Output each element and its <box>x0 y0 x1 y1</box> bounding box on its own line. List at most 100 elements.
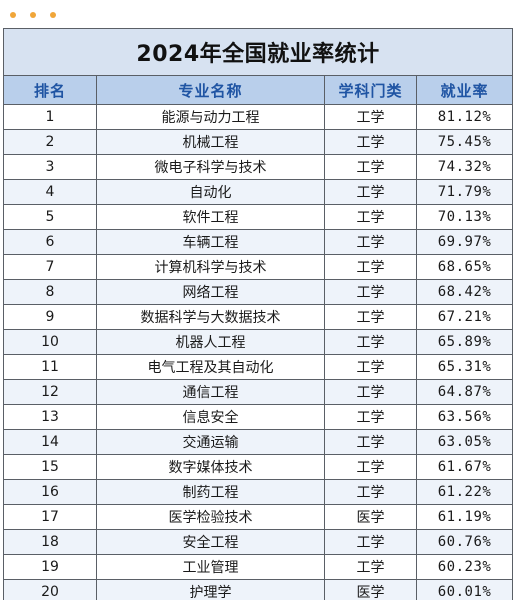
cell-rate: 65.89% <box>415 329 514 355</box>
cell-rank: 5 <box>3 204 97 230</box>
cell-category: 工学 <box>324 204 417 230</box>
cell-category: 工学 <box>324 304 417 330</box>
cell-category: 医学 <box>324 579 417 600</box>
employment-rate-table: 2024年全国就业率统计 排名 专业名称 学科门类 就业率 1 能源与动力工程 工学… <box>2 28 514 600</box>
cell-rate: 60.76% <box>415 529 514 555</box>
cell-rank: 14 <box>3 429 97 455</box>
cell-major: 自动化 <box>96 179 325 205</box>
cell-rate: 69.97% <box>415 229 514 255</box>
cell-major: 数据科学与大数据技术 <box>96 304 325 330</box>
cell-rate: 67.21% <box>415 304 514 330</box>
cell-rank: 15 <box>3 454 97 480</box>
cell-rate: 71.79% <box>415 179 514 205</box>
cell-category: 工学 <box>324 179 417 205</box>
dot-icon <box>10 12 16 18</box>
cell-rank: 19 <box>3 554 97 580</box>
cell-category: 工学 <box>324 379 417 405</box>
cell-rank: 11 <box>3 354 97 380</box>
cell-category: 工学 <box>324 104 417 130</box>
cell-major: 电气工程及其自动化 <box>96 354 325 380</box>
table-row: 14 交通运输 工学 63.05% <box>3 429 514 455</box>
cell-category: 工学 <box>324 279 417 305</box>
cell-major: 工业管理 <box>96 554 325 580</box>
cell-category: 工学 <box>324 229 417 255</box>
table-row: 18 安全工程 工学 60.76% <box>3 529 514 555</box>
cell-major: 软件工程 <box>96 204 325 230</box>
table-row: 10 机器人工程 工学 65.89% <box>3 329 514 355</box>
cell-rank: 8 <box>3 279 97 305</box>
cell-rate: 70.13% <box>415 204 514 230</box>
table-title: 2024年全国就业率统计 <box>2 28 514 76</box>
cell-major: 机器人工程 <box>96 329 325 355</box>
cell-rate: 64.87% <box>415 379 514 405</box>
cell-category: 工学 <box>324 329 417 355</box>
cell-major: 微电子科学与技术 <box>96 154 325 180</box>
cell-rank: 12 <box>3 379 97 405</box>
header-category: 学科门类 <box>324 75 417 105</box>
table-row: 5 软件工程 工学 70.13% <box>3 204 514 230</box>
cell-rank: 13 <box>3 404 97 430</box>
table-row: 15 数字媒体技术 工学 61.67% <box>3 454 514 480</box>
cell-rank: 1 <box>3 104 97 130</box>
cell-rate: 63.05% <box>415 429 514 455</box>
table-row: 13 信息安全 工学 63.56% <box>3 404 514 430</box>
table-row: 16 制药工程 工学 61.22% <box>3 479 514 505</box>
dot-icon <box>30 12 36 18</box>
cell-category: 工学 <box>324 154 417 180</box>
table-title-row: 2024年全国就业率统计 <box>2 28 514 76</box>
cell-rate: 60.23% <box>415 554 514 580</box>
cell-major: 护理学 <box>96 579 325 600</box>
table-row: 11 电气工程及其自动化 工学 65.31% <box>3 354 514 380</box>
table-row: 12 通信工程 工学 64.87% <box>3 379 514 405</box>
table-row: 2 机械工程 工学 75.45% <box>3 129 514 155</box>
cell-major: 机械工程 <box>96 129 325 155</box>
cell-rate: 60.01% <box>415 579 514 600</box>
cell-major: 通信工程 <box>96 379 325 405</box>
table-row: 9 数据科学与大数据技术 工学 67.21% <box>3 304 514 330</box>
cell-category: 工学 <box>324 354 417 380</box>
cell-rate: 74.32% <box>415 154 514 180</box>
cell-category: 医学 <box>324 504 417 530</box>
header-rate: 就业率 <box>415 75 514 105</box>
cell-major: 信息安全 <box>96 404 325 430</box>
table-row: 19 工业管理 工学 60.23% <box>3 554 514 580</box>
cell-category: 工学 <box>324 554 417 580</box>
table-row: 8 网络工程 工学 68.42% <box>3 279 514 305</box>
header-major: 专业名称 <box>96 75 325 105</box>
cell-rank: 20 <box>3 579 97 600</box>
table-row: 3 微电子科学与技术 工学 74.32% <box>3 154 514 180</box>
table-header-row: 排名 专业名称 学科门类 就业率 <box>3 75 514 105</box>
cell-rate: 65.31% <box>415 354 514 380</box>
table-row: 4 自动化 工学 71.79% <box>3 179 514 205</box>
table-row: 7 计算机科学与技术 工学 68.65% <box>3 254 514 280</box>
dot-icon <box>50 12 56 18</box>
cell-category: 工学 <box>324 454 417 480</box>
table-body: 1 能源与动力工程 工学 81.12% 2 机械工程 工学 75.45% 3 微电子科学与技术 工学… <box>3 104 514 600</box>
cell-rate: 61.67% <box>415 454 514 480</box>
cell-major: 制药工程 <box>96 479 325 505</box>
cell-rank: 2 <box>3 129 97 155</box>
cell-major: 数字媒体技术 <box>96 454 325 480</box>
cell-category: 工学 <box>324 254 417 280</box>
cell-rank: 9 <box>3 304 97 330</box>
cell-rank: 3 <box>3 154 97 180</box>
cell-rate: 68.65% <box>415 254 514 280</box>
cell-rate: 68.42% <box>415 279 514 305</box>
cell-major: 计算机科学与技术 <box>96 254 325 280</box>
cell-rank: 6 <box>3 229 97 255</box>
cell-category: 工学 <box>324 529 417 555</box>
table-row: 20 护理学 医学 60.01% <box>3 579 514 600</box>
cell-rate: 63.56% <box>415 404 514 430</box>
cell-major: 医学检验技术 <box>96 504 325 530</box>
header-rank: 排名 <box>3 75 97 105</box>
cell-major: 车辆工程 <box>96 229 325 255</box>
cell-rank: 10 <box>3 329 97 355</box>
cell-rank: 17 <box>3 504 97 530</box>
cell-rate: 61.19% <box>415 504 514 530</box>
cell-category: 工学 <box>324 404 417 430</box>
cell-rate: 81.12% <box>415 104 514 130</box>
table-row: 17 医学检验技术 医学 61.19% <box>3 504 514 530</box>
cell-category: 工学 <box>324 129 417 155</box>
cell-rank: 16 <box>3 479 97 505</box>
